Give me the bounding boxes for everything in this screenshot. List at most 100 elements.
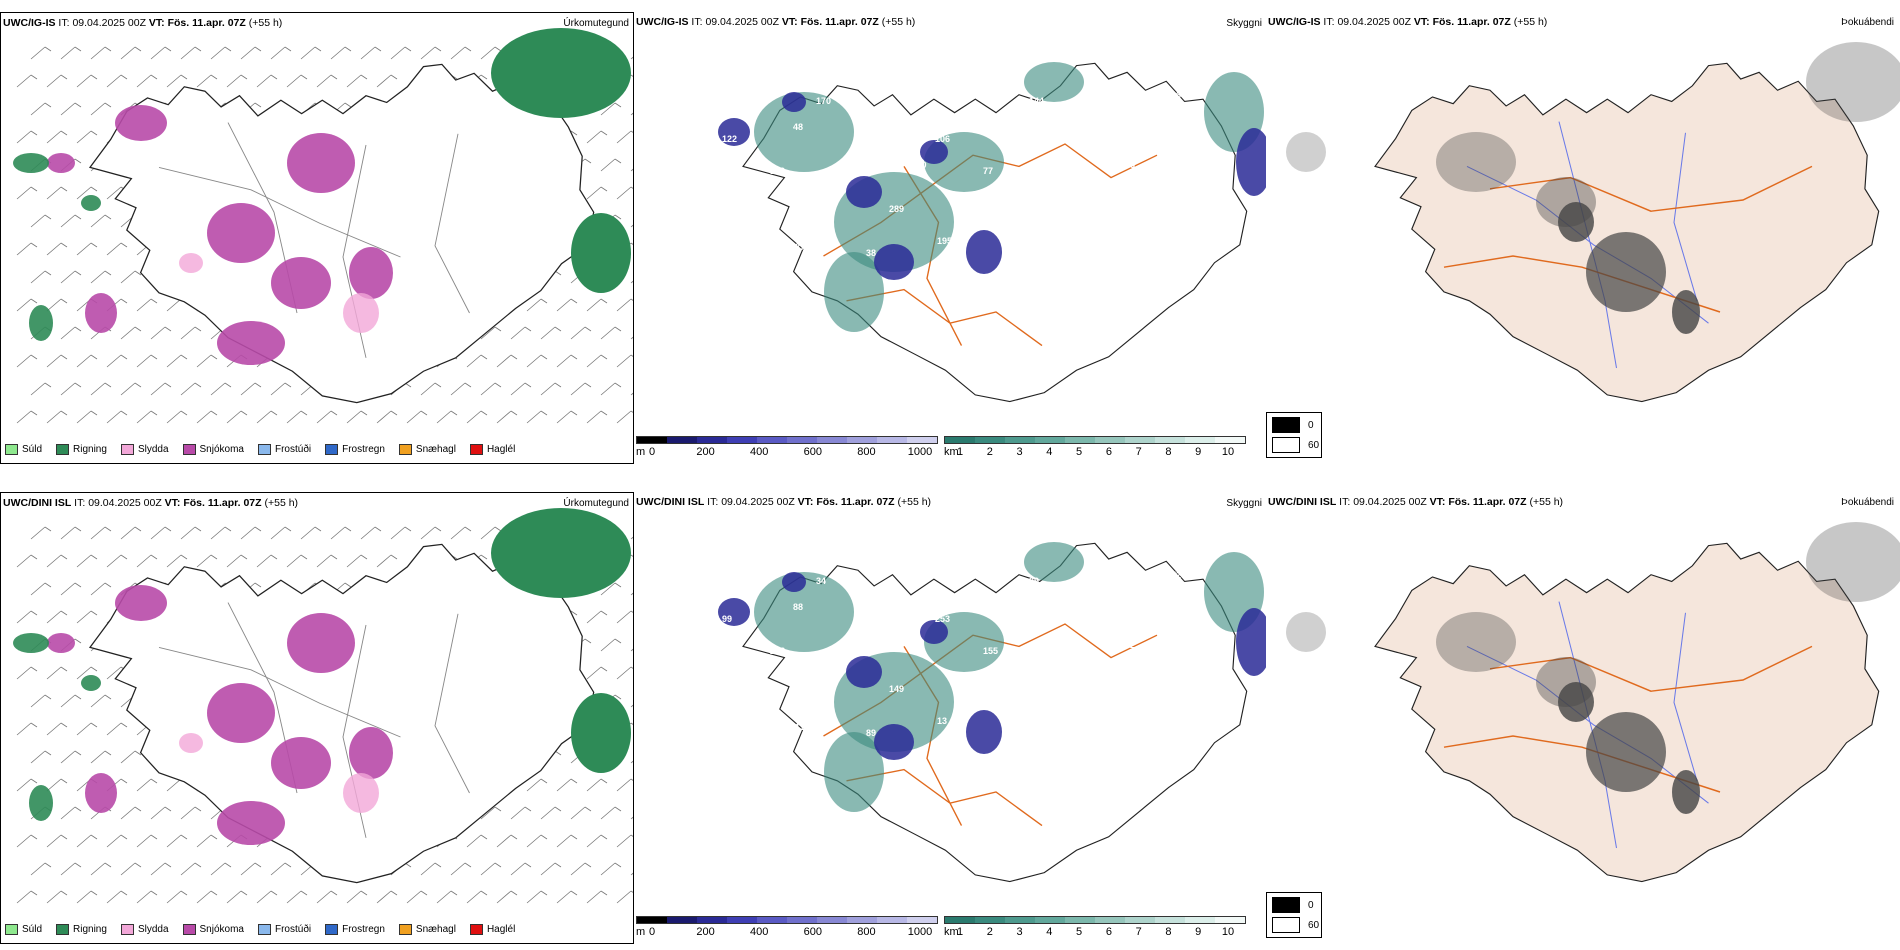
ceiling-value: 144 xyxy=(1029,96,1044,106)
scale-tick: 3 xyxy=(1016,446,1023,458)
fog-swatch xyxy=(1272,917,1300,933)
ceiling-value: 408 xyxy=(1077,128,1092,138)
ceiling-panel-top: UWC/IG-IS IT: 09.04.2025 00Z VT: Fös. 11… xyxy=(634,12,1266,464)
legend-item: Rigning xyxy=(56,924,107,935)
legend-label: Súld xyxy=(22,924,43,935)
scale-unit: km xyxy=(944,446,959,458)
scale-tick: 6 xyxy=(1105,926,1112,938)
panel-header: UWC/IG-IS IT: 09.04.2025 00Z VT: Fös. 11… xyxy=(636,16,916,28)
legend-swatch xyxy=(120,444,134,455)
scale-tick: 0 xyxy=(648,446,656,458)
ceiling-value: 48 xyxy=(864,608,874,618)
ceiling-value: 122 xyxy=(722,134,737,144)
legend-label: Frostregn xyxy=(342,924,385,935)
scale-tick: 2 xyxy=(986,926,993,938)
ceiling-value: 170 xyxy=(816,96,831,106)
fog-swatch xyxy=(1272,897,1300,913)
panel-header: UWC/IG-IS IT: 09.04.2025 00Z VT: Fös. 11… xyxy=(3,17,283,29)
legend-item: Frostúði xyxy=(257,924,312,935)
scale-tick: 7 xyxy=(1135,926,1142,938)
ceiling-value: 122 xyxy=(1150,236,1165,246)
scale-tick: 9 xyxy=(1195,926,1202,938)
ceiling-value: 62 xyxy=(1125,640,1135,650)
scale-bar xyxy=(636,436,938,444)
ceiling-value: 86 xyxy=(1125,160,1135,170)
fog-legend-item: 60 xyxy=(1272,917,1319,933)
legend-swatch xyxy=(56,444,70,455)
panel-type-label: Þokuábendi xyxy=(1841,497,1894,508)
height-scale: m 0 200 400 600 800 1000 xyxy=(636,436,938,464)
ceiling-value: 38 xyxy=(866,248,876,258)
scale-tick: 0 xyxy=(648,926,656,938)
legend-swatch xyxy=(182,444,196,455)
ceiling-value: 195 xyxy=(937,236,952,246)
ceiling-value: 72 xyxy=(1171,570,1181,580)
ceiling-value: 404 xyxy=(1148,134,1163,144)
ceiling-value: 139 xyxy=(770,166,785,176)
legend-item: Frostregn xyxy=(325,444,385,455)
scale-tick: 8 xyxy=(1165,926,1172,938)
ceiling-value: 50 xyxy=(699,640,709,650)
ceiling-value: 89 xyxy=(866,728,876,738)
legend-swatch xyxy=(120,924,134,935)
scale-tick: 5 xyxy=(1076,446,1083,458)
ceiling-value: 94 xyxy=(1100,84,1110,94)
ceiling-value: 75 xyxy=(887,564,897,574)
ceiling-value: 64 xyxy=(1054,652,1064,662)
legend-item: Slydda xyxy=(120,444,169,455)
legend-label: Snæhagl xyxy=(415,924,456,935)
panel-header: UWC/DINI ISL IT: 09.04.2025 00Z VT: Fös.… xyxy=(1268,496,1564,508)
scale-tick: 9 xyxy=(1195,446,1202,458)
ceiling-value: 34 xyxy=(816,576,826,586)
legend-label: Haglél xyxy=(486,924,516,935)
precip-map xyxy=(13,28,633,424)
legend-label: Frostúði xyxy=(274,924,312,935)
ceiling-value: 316 xyxy=(1031,198,1046,208)
legend-item: Frostúði xyxy=(257,444,311,455)
ceiling-value: 418 xyxy=(676,684,691,694)
scale-tick: 4 xyxy=(1046,446,1053,458)
panel-type-label: Þokuábendi xyxy=(1841,17,1894,28)
ceiling-value: 98 xyxy=(724,716,734,726)
scale-unit: km xyxy=(944,926,959,938)
legend-item: Haglél xyxy=(469,924,516,935)
ceiling-value: 155 xyxy=(699,160,714,170)
legend-item: Haglél xyxy=(469,444,516,455)
legend-swatch xyxy=(398,924,412,935)
scale-tick: 600 xyxy=(803,446,822,458)
ceiling-value: 48 xyxy=(793,122,803,132)
legend-label: Súld xyxy=(22,444,43,455)
legend-item: Snæhagl xyxy=(398,924,456,935)
visibility-scale: km 1 2 3 4 5 6 7 8 9 10 xyxy=(944,436,1246,464)
legend-swatch xyxy=(182,924,196,935)
precip-panel-top: UWC/IG-IS IT: 09.04.2025 00Z VT: Fös. 11… xyxy=(0,12,634,464)
precip-legend: Súld Rigning Slydda Snjókoma Frostúði Frostre… xyxy=(5,924,515,935)
ceiling-value: 86 xyxy=(1171,90,1181,100)
fog-map xyxy=(1286,522,1900,883)
legend-label: Snjókoma xyxy=(199,444,244,455)
scale-tick: 400 xyxy=(750,926,769,938)
ceiling-value: 907 xyxy=(818,678,833,688)
legend-label: Haglél xyxy=(486,444,516,455)
ceiling-value: 408 xyxy=(818,198,833,208)
legend-swatch xyxy=(398,444,412,455)
legend-label: Frostregn xyxy=(342,444,385,455)
ceiling-value: 126 xyxy=(1008,242,1023,252)
ceiling-value: 113 xyxy=(1148,614,1163,624)
ceiling-value: 70 xyxy=(676,204,686,214)
ceiling-value: 27 xyxy=(1008,722,1018,732)
fog-legend-item: 0 xyxy=(1272,417,1314,433)
precip-panel-bottom: UWC/DINI ISL IT: 09.04.2025 00Z VT: Fös.… xyxy=(0,492,634,944)
scale-tick: 800 xyxy=(857,926,876,938)
ceiling-value: 253 xyxy=(935,614,950,624)
scale-tick: 200 xyxy=(696,926,715,938)
scale-tick: 4 xyxy=(1046,926,1053,938)
precip-legend: Súld Rigning Slydda Snjókoma Frostúði Frostre… xyxy=(5,444,515,455)
legend-swatch xyxy=(469,444,483,455)
ceiling-value: 110 xyxy=(1077,608,1092,618)
fog-panel-bottom: UWC/DINI ISL IT: 09.04.2025 00Z VT: Fös.… xyxy=(1266,492,1900,944)
ceiling-value: 155 xyxy=(983,646,998,656)
ceiling-value: 97 xyxy=(1173,210,1183,220)
panel-type-label: Úrkomutegund xyxy=(563,18,629,29)
fog-legend: 0 60 xyxy=(1266,892,1322,938)
